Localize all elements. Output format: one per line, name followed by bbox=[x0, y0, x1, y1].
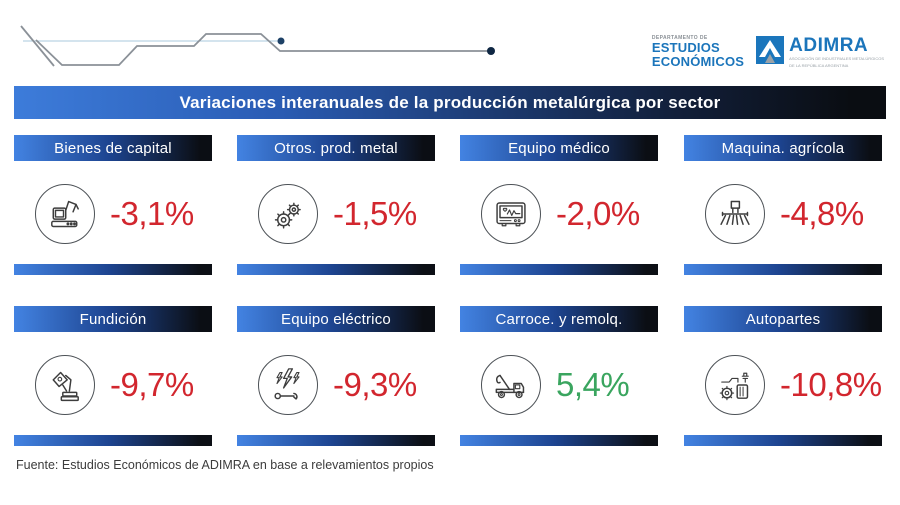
sector-value: -10,8% bbox=[780, 366, 882, 403]
sector-value: -9,7% bbox=[110, 366, 194, 403]
adimra-tagline-2: DE LA REPÚBLICA ARGENTINA bbox=[789, 62, 849, 68]
sector-value: -3,1% bbox=[110, 195, 194, 232]
sector-header: Carroce. y remolq. bbox=[460, 306, 658, 332]
adimra-logo-mark-icon bbox=[756, 36, 785, 64]
department-line2: ECONÓMICOS bbox=[651, 53, 745, 69]
medical-monitor-icon bbox=[481, 184, 541, 244]
adimra-name: ADIMRA bbox=[789, 35, 869, 56]
gradient-bar bbox=[14, 435, 212, 446]
gradient-bar bbox=[14, 264, 212, 275]
sector-header: Maquina. agrícola bbox=[684, 135, 882, 161]
gradient-bar bbox=[460, 435, 658, 446]
sector-card-maquina-agricola: Maquina. agrícola -4,8% bbox=[684, 135, 882, 275]
sector-card-fundicion: Fundición -9,7% bbox=[14, 306, 212, 446]
sector-value: -2,0% bbox=[556, 195, 640, 232]
lightning-wrench-icon bbox=[258, 355, 318, 415]
gears-icon bbox=[258, 184, 318, 244]
sector-header: Equipo médico bbox=[460, 135, 658, 161]
page-title: Variaciones interanuales de la producció… bbox=[14, 86, 886, 119]
sector-value: -4,8% bbox=[780, 195, 864, 232]
sector-card-carroce-y-remolq: Carroce. y remolq. 5,4% bbox=[460, 306, 658, 446]
agricultural-seeder-icon bbox=[705, 184, 765, 244]
engine-parts-icon bbox=[705, 355, 765, 415]
sector-card-bienes-de-capital: Bienes de capital -3,1% bbox=[14, 135, 212, 275]
gradient-bar bbox=[237, 264, 435, 275]
department-label: DEPARTAMENTO DE bbox=[651, 35, 708, 42]
department-text: DEPARTAMENTO DE ESTUDIOS ECONÓMICOS bbox=[651, 35, 745, 69]
sector-header: Otros. prod. metal bbox=[237, 135, 435, 161]
adimra-tagline-1: ASOCIACIÓN DE INDUSTRIALES METALÚRGICOS bbox=[789, 56, 884, 61]
sector-value: 5,4% bbox=[556, 366, 630, 403]
source-note: Fuente: Estudios Económicos de ADIMRA en… bbox=[16, 458, 434, 472]
sector-header: Bienes de capital bbox=[14, 135, 212, 161]
sector-header: Equipo eléctrico bbox=[237, 306, 435, 332]
sector-card-equipo-electrico: Equipo eléctrico -9,3% bbox=[237, 306, 435, 446]
gradient-bar bbox=[684, 435, 882, 446]
sector-card-autopartes: Autopartes -10,8% bbox=[684, 306, 882, 446]
sector-header: Autopartes bbox=[684, 306, 882, 332]
data-point-dot bbox=[487, 47, 495, 55]
sector-value: -9,3% bbox=[333, 366, 417, 403]
decorative-line-chart bbox=[20, 25, 495, 67]
sector-header: Fundición bbox=[14, 306, 212, 332]
adimra-logo: ADIMRA ASOCIACIÓN DE INDUSTRIALES METALÚ… bbox=[756, 36, 884, 69]
logo-block: DEPARTAMENTO DE ESTUDIOS ECONÓMICOS ADIM… bbox=[651, 35, 884, 69]
gradient-bar bbox=[237, 435, 435, 446]
adimra-wordmark: ADIMRA ASOCIACIÓN DE INDUSTRIALES METALÚ… bbox=[789, 36, 884, 69]
data-point-dot bbox=[277, 37, 285, 45]
gradient-bar bbox=[684, 264, 882, 275]
tow-truck-icon bbox=[481, 355, 541, 415]
foundry-ladle-icon bbox=[35, 355, 95, 415]
sector-card-otros-prod-metal: Otros. prod. metal -1,5% bbox=[237, 135, 435, 275]
gradient-bar bbox=[460, 264, 658, 275]
sector-card-equipo-medico: Equipo médico -2,0% bbox=[460, 135, 658, 275]
department-line1: ESTUDIOS bbox=[651, 40, 720, 56]
robotic-arm-icon bbox=[35, 184, 95, 244]
sector-value: -1,5% bbox=[333, 195, 417, 232]
